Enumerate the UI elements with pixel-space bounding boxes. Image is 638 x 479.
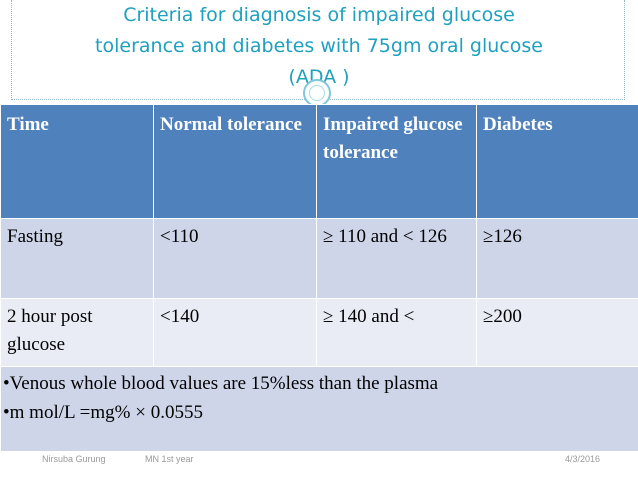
cell-time: 2 hour post glucose [0,298,154,367]
notes-cell: •Venous whole blood values are 15%less t… [0,366,638,452]
footer-program: MN 1st year [145,454,194,464]
cell-normal: <110 [153,218,317,299]
header-impaired-glucose-tolerance: Impaired glucose tolerance [316,104,477,219]
title-line-3: (ADA ) [288,66,350,88]
header-time: Time [0,104,154,219]
table-header-row: Time Normal tolerance Impaired glucose t… [0,104,638,219]
cell-impaired: ≥ 140 and < [316,298,477,367]
footer-author: Nirsuba Gurung [42,454,106,464]
notes-row: •Venous whole blood values are 15%less t… [0,366,638,452]
cell-time: Fasting [0,218,154,299]
cell-impaired: ≥ 110 and < 126 [316,218,477,299]
slide-title: Criteria for diagnosis of impaired gluco… [20,0,618,93]
note-venous-blood: •Venous whole blood values are 15%less t… [3,373,439,394]
table-row: Fasting <110 ≥ 110 and < 126 ≥126 [0,218,638,299]
note-unit-conversion: •m mol/L =mg% × 0.0555 [3,402,203,423]
header-diabetes: Diabetes [476,104,638,219]
title-line-1: Criteria for diagnosis of impaired gluco… [123,4,515,26]
title-line-2: tolerance and diabetes with 75gm oral gl… [95,35,543,57]
cell-diabetes: ≥126 [476,218,638,299]
footer-date: 4/3/2016 [565,454,601,464]
cell-diabetes: ≥200 [476,298,638,367]
header-normal-tolerance: Normal tolerance [153,104,317,219]
cell-normal: <140 [153,298,317,367]
table-row: 2 hour post glucose <140 ≥ 140 and < ≥20… [0,298,638,367]
criteria-table: Time Normal tolerance Impaired glucose t… [0,104,638,452]
circle-badge-icon [303,79,331,107]
